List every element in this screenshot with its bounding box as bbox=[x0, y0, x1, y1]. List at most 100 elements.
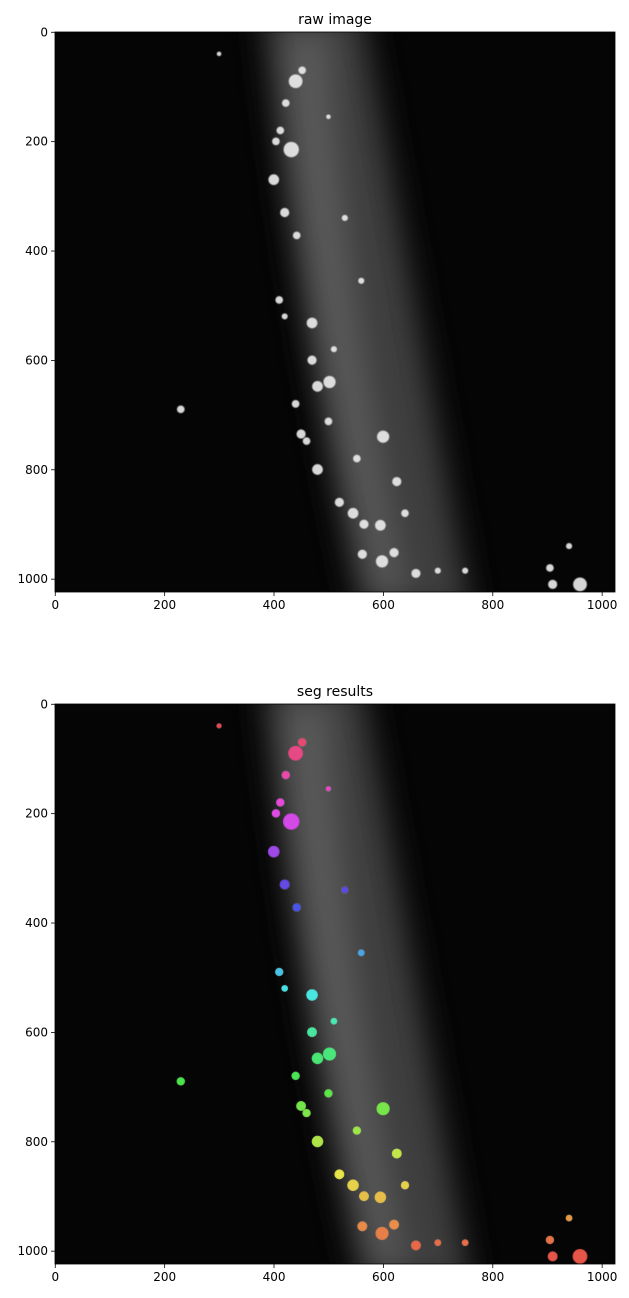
cell bbox=[347, 507, 359, 519]
cell bbox=[434, 567, 441, 574]
cell bbox=[359, 519, 369, 529]
cell bbox=[312, 464, 323, 475]
segment-mask bbox=[565, 1214, 573, 1222]
cell bbox=[341, 214, 348, 221]
cell bbox=[307, 355, 317, 365]
cell bbox=[462, 567, 469, 574]
x-tick-label: 0 bbox=[51, 1270, 59, 1284]
cell bbox=[302, 437, 311, 445]
cell bbox=[216, 51, 222, 57]
cell bbox=[280, 207, 290, 218]
x-tick-label: 0 bbox=[51, 598, 59, 612]
y-tick-label: 200 bbox=[25, 135, 48, 149]
segment-mask bbox=[352, 1126, 361, 1135]
segment-mask bbox=[374, 1191, 387, 1204]
axes-title: raw image bbox=[298, 12, 372, 28]
y-tick-label: 400 bbox=[25, 916, 48, 930]
x-tick-label: 800 bbox=[481, 1270, 504, 1284]
cell bbox=[272, 137, 280, 146]
segment-mask bbox=[347, 1179, 359, 1191]
x-tick-label: 400 bbox=[263, 598, 286, 612]
y-tick-label: 800 bbox=[25, 1135, 48, 1149]
segment-mask bbox=[375, 1226, 389, 1240]
cell bbox=[401, 509, 409, 518]
segment-mask bbox=[288, 745, 304, 761]
cell bbox=[281, 313, 288, 320]
segment-mask bbox=[268, 845, 280, 858]
segment-mask bbox=[283, 813, 300, 830]
y-tick-label: 600 bbox=[25, 1025, 48, 1039]
cell bbox=[312, 381, 323, 392]
cell bbox=[292, 231, 301, 240]
x-tick-label: 600 bbox=[372, 1270, 395, 1284]
segment-mask bbox=[324, 1089, 333, 1098]
y-tick-label: 400 bbox=[25, 244, 48, 258]
segment-mask bbox=[296, 1101, 307, 1111]
cell bbox=[281, 99, 290, 107]
segment-mask bbox=[400, 1181, 410, 1190]
segment-mask bbox=[306, 989, 318, 1001]
y-tick-label: 1000 bbox=[17, 1244, 48, 1258]
segment-mask bbox=[291, 1071, 300, 1080]
segment-mask bbox=[545, 1235, 555, 1245]
segment-mask bbox=[389, 1219, 399, 1230]
cell bbox=[389, 548, 399, 558]
segment-mask bbox=[302, 1108, 311, 1118]
cell bbox=[392, 476, 402, 487]
segment-mask bbox=[334, 1169, 345, 1180]
cell bbox=[291, 400, 300, 408]
y-tick-label: 200 bbox=[25, 807, 48, 821]
segment-mask bbox=[281, 770, 290, 780]
y-tick-label: 800 bbox=[25, 463, 48, 477]
y-tick-label: 0 bbox=[40, 697, 48, 711]
x-tick-label: 200 bbox=[153, 1270, 176, 1284]
cell bbox=[573, 577, 587, 592]
cell bbox=[358, 277, 365, 284]
cell bbox=[324, 417, 333, 426]
segment-mask bbox=[359, 1191, 369, 1202]
x-tick-label: 200 bbox=[153, 598, 176, 612]
segment-mask bbox=[298, 738, 307, 747]
cell bbox=[375, 519, 386, 531]
cell bbox=[357, 549, 367, 559]
segment-mask bbox=[411, 1240, 421, 1251]
x-tick-label: 1000 bbox=[587, 1270, 618, 1284]
y-tick-label: 1000 bbox=[17, 572, 48, 586]
cell bbox=[375, 555, 389, 568]
cell bbox=[268, 174, 280, 186]
segment-mask bbox=[376, 1102, 390, 1116]
cell bbox=[326, 114, 331, 120]
cell bbox=[566, 543, 573, 550]
segment-mask bbox=[547, 1251, 558, 1262]
cell bbox=[411, 568, 421, 578]
segment-mask bbox=[357, 1221, 368, 1232]
segment-mask bbox=[357, 949, 365, 957]
y-tick-label: 600 bbox=[25, 353, 48, 367]
cell bbox=[334, 497, 344, 507]
segment-mask bbox=[572, 1248, 588, 1264]
segment-mask bbox=[275, 967, 284, 977]
cell bbox=[275, 296, 284, 304]
segment-mask bbox=[434, 1239, 442, 1246]
y-tick-label: 0 bbox=[40, 25, 48, 39]
cell bbox=[546, 564, 554, 572]
cell bbox=[330, 346, 337, 353]
image-content bbox=[176, 704, 588, 1264]
segment-mask bbox=[322, 1047, 337, 1061]
image-content bbox=[176, 32, 587, 592]
segment-mask bbox=[330, 1017, 338, 1025]
segment-mask bbox=[216, 723, 222, 729]
tissue-glow bbox=[284, 704, 405, 1264]
x-tick-label: 1000 bbox=[587, 598, 618, 612]
x-tick-label: 800 bbox=[481, 598, 504, 612]
axes-frame bbox=[54, 31, 616, 593]
cell bbox=[353, 454, 361, 463]
segment-mask bbox=[307, 1027, 317, 1038]
segment-mask bbox=[281, 985, 288, 992]
cell bbox=[276, 126, 285, 135]
segment-mask bbox=[276, 798, 285, 807]
cell bbox=[283, 141, 299, 158]
segment-mask bbox=[271, 809, 281, 818]
